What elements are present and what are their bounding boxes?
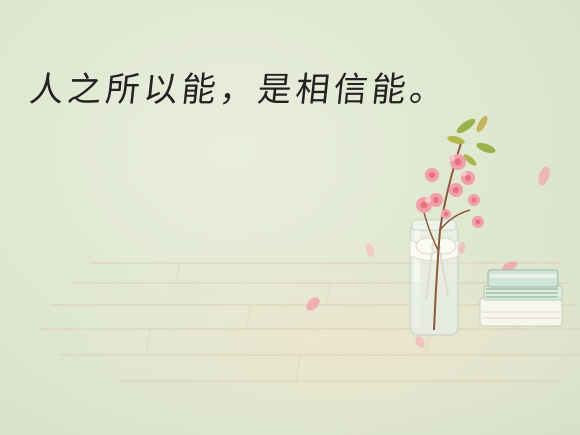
book-stack xyxy=(479,269,563,327)
petal xyxy=(415,336,425,348)
leaves xyxy=(447,116,496,166)
petal xyxy=(538,166,550,186)
blossoms xyxy=(416,154,484,228)
falling-petals xyxy=(306,166,550,348)
petal xyxy=(458,242,466,254)
petal xyxy=(502,261,518,271)
glass-vase xyxy=(409,139,471,336)
petal xyxy=(306,297,320,311)
wooden-floor xyxy=(0,235,580,435)
petal xyxy=(365,243,375,257)
